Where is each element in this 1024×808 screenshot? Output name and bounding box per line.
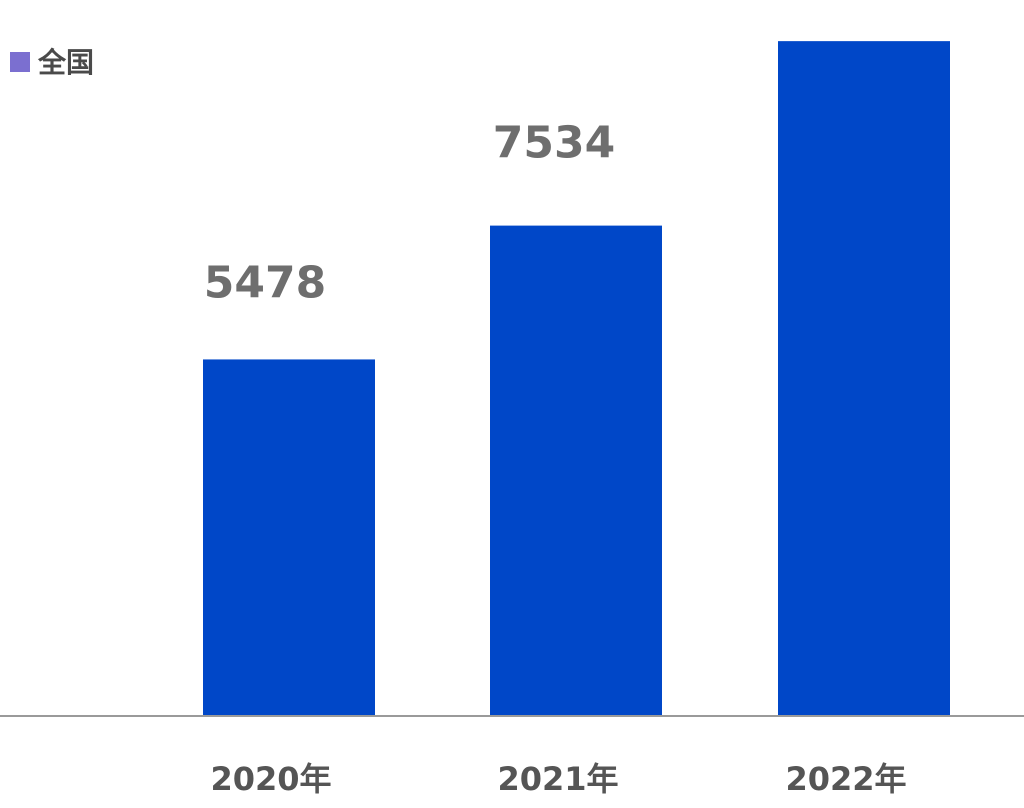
category-label-2021年: 2021年	[497, 760, 618, 798]
bar-2022年	[778, 41, 950, 717]
bar-2021年	[490, 225, 662, 716]
category-label-2020年: 2020年	[210, 760, 331, 798]
value-labels-group: 5478753410368	[204, 118, 615, 309]
category-label-2022年: 2022年	[785, 760, 906, 798]
value-label-2020年: 5478	[204, 257, 326, 308]
category-labels-group: 2020年 2021年 2022年	[210, 760, 906, 798]
bar-2020年	[203, 359, 375, 716]
bars-group	[203, 41, 950, 717]
legend: 全国	[10, 46, 94, 79]
legend-label: 全国	[37, 46, 94, 79]
legend-marker	[10, 52, 30, 72]
value-label-2021年: 7534	[493, 118, 615, 169]
